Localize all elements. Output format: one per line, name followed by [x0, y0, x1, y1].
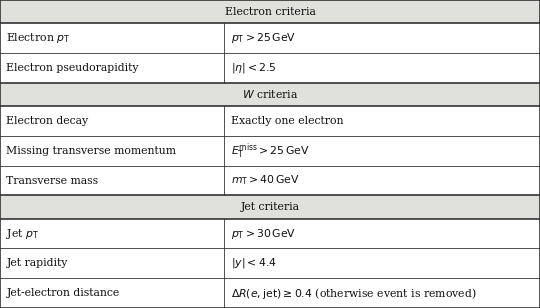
Text: Electron $p_{\mathrm{T}}$: Electron $p_{\mathrm{T}}$	[6, 31, 71, 45]
Bar	[0, 195, 540, 219]
Text: Jet criteria: Jet criteria	[240, 202, 300, 212]
Text: $p_{\mathrm{T}} > 30\,\mathrm{GeV}$: $p_{\mathrm{T}} > 30\,\mathrm{GeV}$	[231, 227, 296, 241]
Text: Jet $p_{\mathrm{T}}$: Jet $p_{\mathrm{T}}$	[6, 227, 39, 241]
Text: $p_{\mathrm{T}} > 25\,\mathrm{GeV}$: $p_{\mathrm{T}} > 25\,\mathrm{GeV}$	[231, 31, 296, 45]
Text: Electron decay: Electron decay	[6, 116, 89, 126]
Bar	[0, 83, 540, 106]
Text: Transverse mass: Transverse mass	[6, 176, 99, 185]
Text: $E_{\mathrm{T}}^{\mathrm{miss}} > 25\,\mathrm{GeV}$: $E_{\mathrm{T}}^{\mathrm{miss}} > 25\,\m…	[231, 141, 309, 160]
Text: $|y| < 4.4$: $|y| < 4.4$	[231, 256, 276, 270]
Text: $|\eta| < 2.5$: $|\eta| < 2.5$	[231, 61, 276, 75]
Text: Electron criteria: Electron criteria	[225, 7, 315, 17]
Text: Electron pseudorapidity: Electron pseudorapidity	[6, 63, 139, 73]
Text: Jet rapidity: Jet rapidity	[6, 258, 68, 268]
Bar	[0, 0, 540, 23]
Text: Jet-electron distance: Jet-electron distance	[6, 288, 120, 298]
Text: Exactly one electron: Exactly one electron	[231, 116, 343, 126]
Text: Missing transverse momentum: Missing transverse momentum	[6, 146, 177, 156]
Text: $W$ criteria: $W$ criteria	[242, 88, 298, 100]
Text: $\Delta R(e,\mathrm{jet}) \geq 0.4$ (otherwise event is removed): $\Delta R(e,\mathrm{jet}) \geq 0.4$ (oth…	[231, 286, 476, 301]
Text: $m_{\mathrm{T}} > 40\,\mathrm{GeV}$: $m_{\mathrm{T}} > 40\,\mathrm{GeV}$	[231, 174, 300, 188]
